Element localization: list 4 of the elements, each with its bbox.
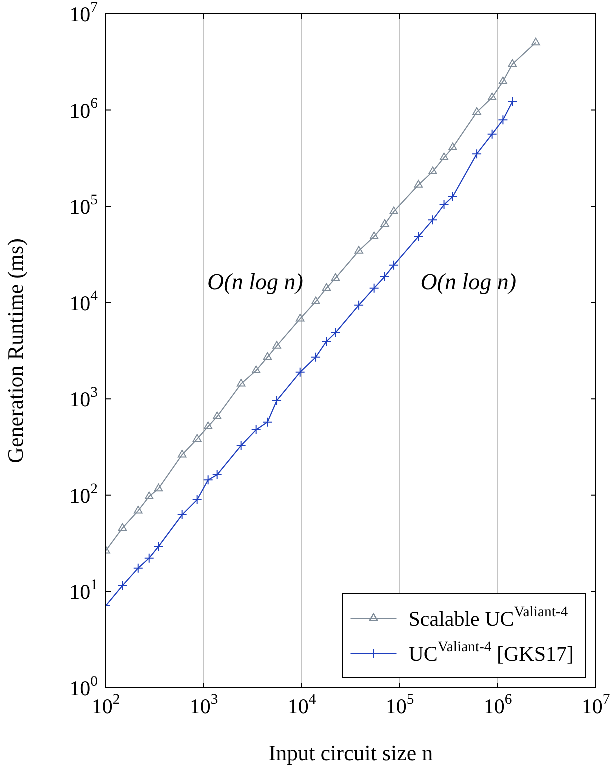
x-axis-title: Input circuit size n bbox=[268, 740, 434, 766]
y-axis-title: Generation Runtime (ms) bbox=[2, 238, 28, 464]
annotation: O(n log n) bbox=[208, 270, 304, 295]
annotation: O(n log n) bbox=[420, 270, 517, 295]
